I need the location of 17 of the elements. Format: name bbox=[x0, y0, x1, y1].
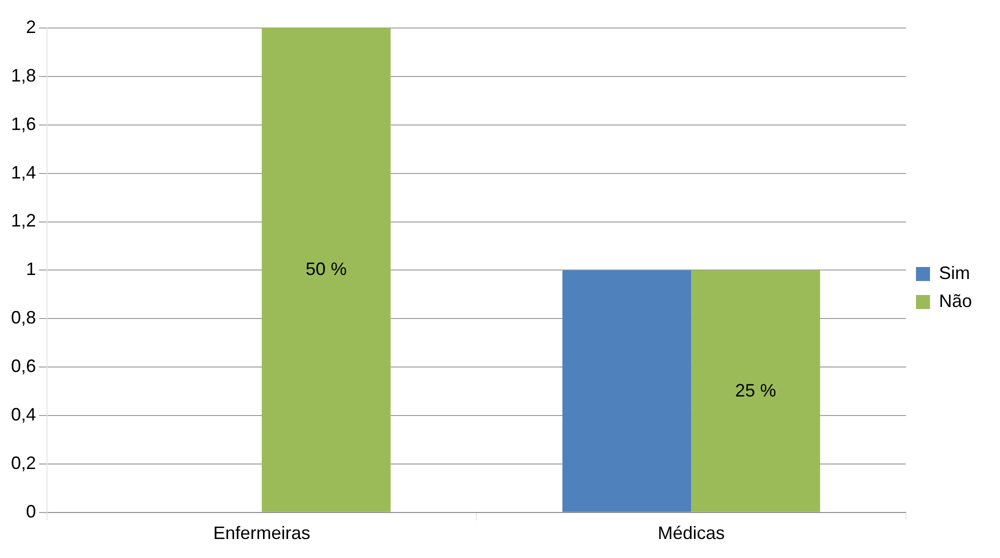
y-tick-label: 1,8 bbox=[10, 65, 36, 86]
y-tick-label: 0,2 bbox=[10, 452, 36, 473]
legend-label: Não bbox=[938, 290, 972, 311]
y-tick-label: 1,2 bbox=[10, 210, 36, 231]
legend-label: Sim bbox=[938, 262, 970, 283]
x-tick-label: Enfermeiras bbox=[213, 523, 310, 544]
y-tick-label: 1,4 bbox=[10, 162, 36, 182]
y-tick-label: 0,8 bbox=[10, 308, 36, 328]
y-tick-label: 0,4 bbox=[10, 404, 36, 424]
y-tick-label: 2 bbox=[26, 16, 36, 37]
y-tick-label: 0 bbox=[26, 501, 36, 522]
x-tick-label: Médicas bbox=[658, 523, 725, 544]
y-tick-label: 1,6 bbox=[10, 114, 36, 134]
y-tick-label: 0,6 bbox=[10, 356, 36, 376]
annotation: 25 % bbox=[735, 380, 776, 400]
annotation: 50 % bbox=[306, 259, 347, 280]
y-tick-label: 1 bbox=[26, 259, 36, 280]
